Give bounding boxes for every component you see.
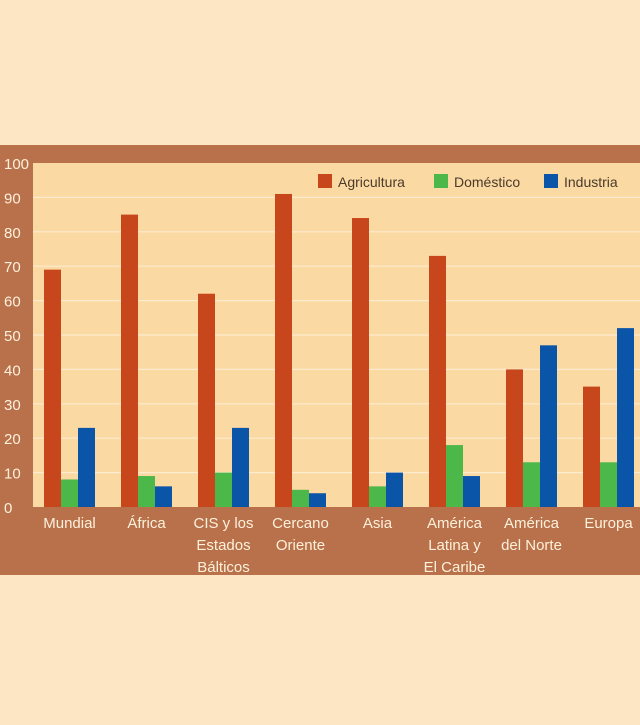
bar-industria-4 [386, 472, 403, 507]
bar-agricultura-5 [429, 255, 446, 507]
bar-agricultura-2 [198, 293, 215, 507]
y-tick-label: 40 [4, 362, 21, 379]
bar-industria-6 [540, 345, 557, 507]
y-tick-label: 50 [4, 328, 21, 345]
x-category-label-line: Latina y [428, 537, 481, 554]
legend-label: Industria [564, 174, 618, 190]
y-axis-tick-labels: 0 10 20 30 40 50 60 70 80 90 100 [4, 156, 29, 517]
x-category-label-line: Cercano [272, 515, 329, 532]
bar-agricultura-7 [583, 386, 600, 507]
x-category-label-line: Bálticos [197, 559, 250, 576]
x-category-label: Mundial [43, 515, 96, 532]
bar-domestico-4 [369, 486, 386, 507]
bar-industria-5 [463, 476, 480, 507]
x-category-label: Europa [584, 515, 633, 532]
y-tick-label: 0 [4, 500, 12, 517]
y-tick-label: 30 [4, 397, 21, 414]
x-category-label: África [127, 515, 166, 532]
x-category-label-line: Asia [363, 515, 393, 532]
x-category-label: Cercano Oriente [272, 515, 329, 554]
x-category-label-line: CIS y los [193, 515, 253, 532]
x-axis-category-labels: Mundial África CIS y los Estados Bálticos Cer… [43, 515, 633, 576]
x-category-label: CIS y los Estados Bálticos [193, 515, 253, 576]
x-category-label-line: Oriente [276, 537, 325, 554]
bar-domestico-5 [446, 445, 463, 507]
y-tick-label: 10 [4, 466, 21, 483]
legend-label: Doméstico [454, 174, 520, 190]
legend-swatch [544, 174, 558, 188]
y-tick-label: 60 [4, 294, 21, 311]
x-category-label-line: El Caribe [424, 559, 486, 576]
bar-domestico-0 [61, 479, 78, 507]
legend-swatch [318, 174, 332, 188]
x-category-label: Asia [363, 515, 393, 532]
bar-industria-3 [309, 493, 326, 507]
y-tick-label: 20 [4, 431, 21, 448]
y-tick-label: 90 [4, 190, 21, 207]
x-category-label: América del Norte [501, 515, 562, 554]
bar-agricultura-0 [44, 269, 61, 507]
x-category-label-line: Europa [584, 515, 633, 532]
bar-domestico-6 [523, 462, 540, 507]
x-category-label-line: África [127, 515, 166, 532]
y-tick-label: 70 [4, 259, 21, 276]
y-tick-label: 100 [4, 156, 29, 173]
bar-domestico-7 [600, 462, 617, 507]
bar-agricultura-1 [121, 214, 138, 507]
bar-agricultura-6 [506, 369, 523, 507]
x-category-label-line: América [504, 515, 560, 532]
bar-industria-2 [232, 427, 249, 507]
x-category-label-line: Mundial [43, 515, 96, 532]
bar-agricultura-4 [352, 218, 369, 508]
legend: Agricultura Doméstico Industria [318, 174, 618, 190]
bars [44, 193, 634, 508]
x-category-label-line: América [427, 515, 483, 532]
x-category-label: América Latina y El Caribe [424, 515, 486, 576]
bar-agricultura-3 [275, 193, 292, 507]
bar-industria-1 [155, 486, 172, 507]
legend-swatch [434, 174, 448, 188]
legend-label: Agricultura [338, 174, 405, 190]
bar-industria-0 [78, 427, 95, 507]
bar-domestico-3 [292, 489, 309, 507]
y-tick-label: 80 [4, 225, 21, 242]
bar-domestico-2 [215, 472, 232, 507]
bar-domestico-1 [138, 476, 155, 507]
x-category-label-line: Estados [196, 537, 250, 554]
x-category-label-line: del Norte [501, 537, 562, 554]
bar-industria-7 [617, 328, 634, 507]
